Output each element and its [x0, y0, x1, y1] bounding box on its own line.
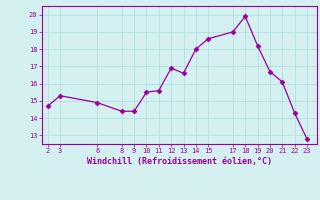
X-axis label: Windchill (Refroidissement éolien,°C): Windchill (Refroidissement éolien,°C) [87, 157, 272, 166]
